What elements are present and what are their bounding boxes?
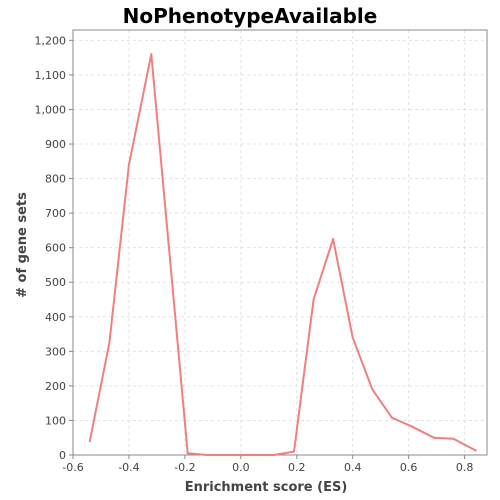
data-point <box>223 454 226 456</box>
y-tick-label: 600 <box>45 242 66 255</box>
series-line <box>88 53 477 456</box>
data-point <box>242 454 245 456</box>
x-tick-label: 0.8 <box>456 461 474 474</box>
data-point <box>88 440 91 443</box>
y-tick-label: 1,000 <box>35 103 67 116</box>
data-point <box>371 388 374 391</box>
data-point <box>150 53 153 56</box>
data-point <box>452 437 455 440</box>
series-layer <box>88 53 477 456</box>
y-tick-label: 500 <box>45 276 66 289</box>
y-axis-label: # of gene sets <box>15 192 30 298</box>
data-point <box>390 416 393 419</box>
data-point <box>273 454 276 456</box>
y-tick-label: 0 <box>59 449 66 462</box>
chart-title: NoPhenotypeAvailable <box>123 4 378 28</box>
y-tick-label: 100 <box>45 414 66 427</box>
x-tick-label: 0.0 <box>232 461 250 474</box>
data-point <box>292 450 295 453</box>
data-point <box>351 336 354 339</box>
data-point <box>259 454 262 456</box>
x-axis-label: Enrichment score (ES) <box>185 480 348 495</box>
x-tick-label: -0.6 <box>62 461 83 474</box>
y-tick-label: 800 <box>45 173 66 186</box>
data-point <box>410 425 413 428</box>
data-point <box>127 163 130 166</box>
y-tick-label: 900 <box>45 138 66 151</box>
x-tick-label: 0.4 <box>344 461 362 474</box>
y-tick-label: 400 <box>45 311 66 324</box>
y-tick-label: 200 <box>45 380 66 393</box>
grid-layer <box>73 30 487 455</box>
y-tick-label: 700 <box>45 207 66 220</box>
y-tick-label: 1,100 <box>35 69 67 82</box>
data-point <box>206 454 209 456</box>
data-point <box>186 452 189 455</box>
x-tick-label: 0.6 <box>400 461 418 474</box>
x-tick-label: -0.4 <box>118 461 139 474</box>
y-tick-label: 300 <box>45 345 66 358</box>
data-point <box>474 449 477 452</box>
data-point <box>108 341 111 344</box>
data-point <box>332 238 335 241</box>
x-tick-label: 0.2 <box>288 461 306 474</box>
x-tick-label: -0.2 <box>174 461 195 474</box>
data-point <box>312 298 315 301</box>
tick-layer: -0.6 -0.4 -0.2 0.0 0.2 0.4 0.6 0.8 0 100 200 300 400… <box>35 34 474 474</box>
y-tick-label: 1,200 <box>35 34 67 47</box>
data-point <box>432 436 435 439</box>
